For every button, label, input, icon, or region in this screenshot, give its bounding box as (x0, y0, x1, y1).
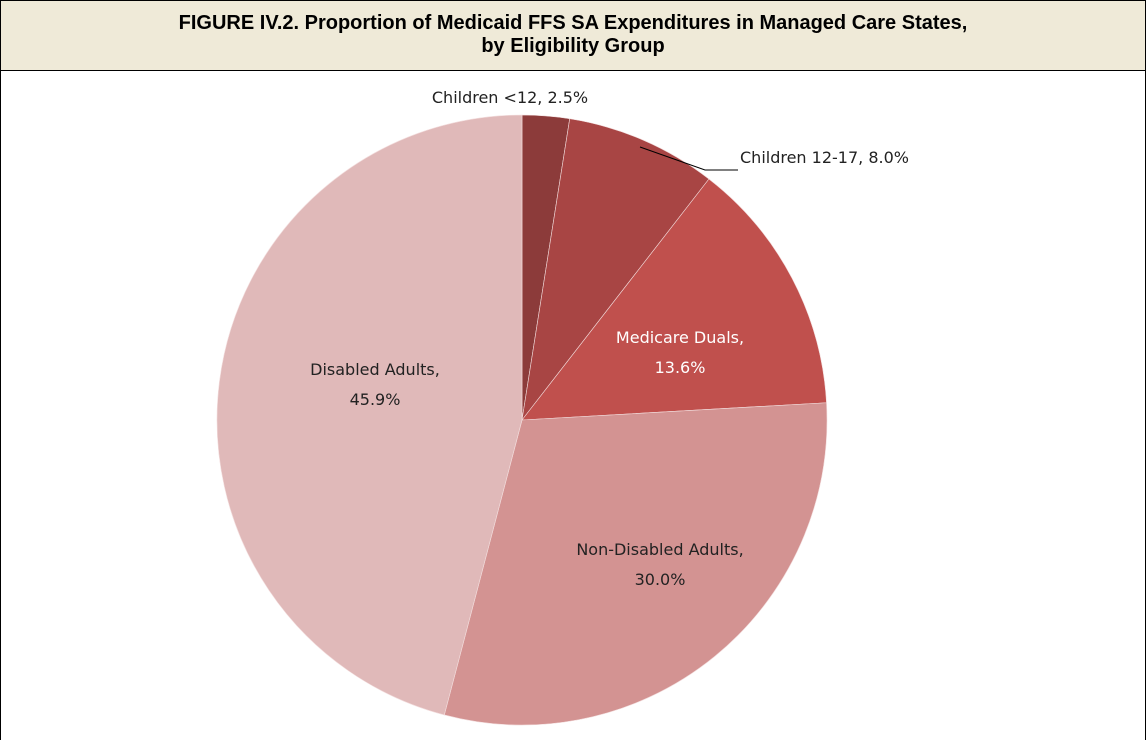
data-label: 13.6% (655, 358, 706, 377)
data-label: Disabled Adults, (310, 360, 440, 379)
pie-slice (521, 178, 827, 421)
title-line: by Eligibility Group (481, 35, 665, 57)
leader-line (639, 146, 738, 171)
pie-slice (216, 114, 523, 716)
data-label: Children <12, 2.5% (432, 88, 588, 107)
data-label: Children 12-17, 8.0% (740, 148, 909, 167)
data-label: 45.9% (350, 390, 401, 409)
title-line: FIGURE IV.2. Proportion of Medicaid FFS … (178, 12, 968, 34)
pie-slice (443, 402, 828, 726)
chart: Children <12, 2.5% Children 12-17, 8.0% Me… (216, 88, 909, 726)
data-label: 30.0% (635, 570, 686, 589)
figure-header: FIGURE IV.2. Proportion of Medicaid FFS … (1, 1, 1145, 71)
data-label: Non-Disabled Adults, (576, 540, 743, 559)
data-label: Medicare Duals, (616, 328, 744, 347)
pie-slice (521, 118, 710, 421)
